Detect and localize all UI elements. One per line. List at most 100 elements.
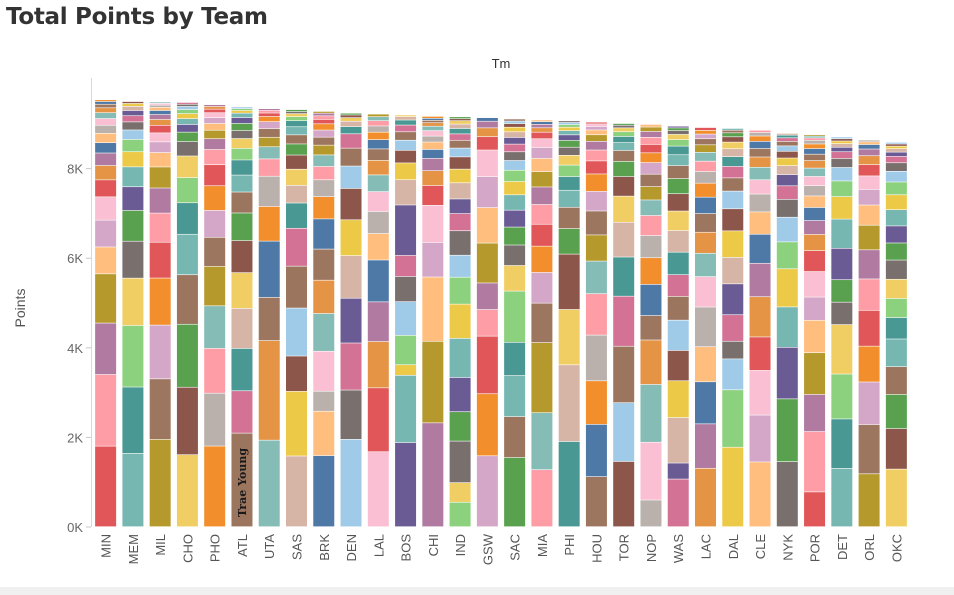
bar-segment-min-17[interactable] (95, 101, 117, 104)
bar-segment-nop-12[interactable] (640, 162, 662, 174)
bar-segment-hou-15[interactable] (585, 126, 607, 130)
bar-segment-mia-3[interactable] (531, 303, 553, 343)
bar-segment-dal-15[interactable] (722, 137, 744, 142)
bar-segment-was-0[interactable] (667, 479, 689, 527)
bar-segment-sas-1[interactable] (286, 391, 307, 456)
bar-segment-mem-2[interactable] (122, 325, 144, 387)
bar-segment-nyk-1[interactable] (776, 399, 798, 462)
bar-segment-nyk-10[interactable] (776, 165, 798, 175)
bar-segment-tor-14[interactable] (613, 125, 635, 128)
bar-segment-nop-0[interactable] (640, 500, 662, 527)
bar-segment-was-4[interactable] (667, 350, 689, 381)
bar-segment-lal-14[interactable] (367, 121, 389, 126)
bar-segment-lac-4[interactable] (695, 307, 716, 347)
bar-segment-tor-10[interactable] (613, 142, 635, 151)
bar-segment-uta-12[interactable] (258, 113, 280, 117)
bar-segment-bos-15[interactable] (395, 116, 417, 120)
bar-segment-atl-11[interactable] (231, 138, 253, 149)
bar-segment-det-8[interactable] (831, 196, 853, 219)
bar-segment-pho-6[interactable] (204, 210, 226, 237)
bar-segment-okc-21[interactable] (885, 142, 907, 144)
bar-segment-orl-5[interactable] (858, 279, 880, 311)
bar-segment-lac-0[interactable] (695, 468, 716, 527)
bar-segment-tor-15[interactable] (613, 123, 635, 125)
bar-segment-por-21[interactable] (804, 136, 826, 138)
bar-segment-okc-10[interactable] (885, 226, 907, 243)
bar-segment-cle-8[interactable] (749, 194, 771, 212)
bar-segment-det-0[interactable] (831, 468, 853, 527)
bar-segment-por-10[interactable] (804, 207, 826, 221)
bar-segment-lal-4[interactable] (367, 260, 389, 302)
bar-segment-ind-4[interactable] (449, 377, 471, 412)
bar-segment-mia-5[interactable] (531, 246, 553, 273)
bar-segment-cho-14[interactable] (176, 106, 198, 110)
bar-segment-por-6[interactable] (804, 271, 826, 297)
bar-segment-dal-5[interactable] (722, 284, 744, 315)
bar-segment-hou-10[interactable] (585, 161, 607, 174)
bar-segment-nop-5[interactable] (640, 284, 662, 316)
bar-segment-ind-17[interactable] (449, 134, 471, 140)
bar-segment-sas-6[interactable] (286, 203, 307, 228)
bar-segment-sas-14[interactable] (286, 116, 307, 121)
bar-segment-lac-8[interactable] (695, 213, 716, 232)
bar-segment-atl-15[interactable] (231, 113, 253, 118)
bar-segment-nop-13[interactable] (640, 153, 662, 163)
bar-segment-mil-4[interactable] (149, 242, 171, 278)
bar-segment-brk-6[interactable] (313, 249, 335, 280)
bar-segment-nyk-15[interactable] (776, 138, 798, 142)
bar-segment-orl-16[interactable] (858, 140, 880, 142)
bar-segment-cho-10[interactable] (176, 124, 198, 132)
bar-segment-tor-7[interactable] (613, 176, 635, 196)
bar-segment-uta-9[interactable] (258, 128, 280, 137)
bar-segment-mia-16[interactable] (531, 121, 553, 124)
bar-segment-nop-17[interactable] (640, 127, 662, 132)
bar-segment-was-10[interactable] (667, 211, 689, 231)
bar-segment-por-12[interactable] (804, 186, 826, 196)
bar-segment-chi-1[interactable] (422, 341, 444, 423)
bar-segment-sas-9[interactable] (286, 155, 307, 169)
bar-segment-lac-7[interactable] (695, 232, 716, 253)
bar-segment-lac-3[interactable] (695, 347, 716, 382)
bar-segment-mia-6[interactable] (531, 224, 553, 246)
bar-segment-den-4[interactable] (340, 255, 362, 298)
bar-segment-cle-9[interactable] (749, 180, 771, 194)
bar-segment-bos-9[interactable] (395, 163, 417, 180)
bar-segment-cle-7[interactable] (749, 212, 771, 234)
bar-segment-bos-13[interactable] (395, 125, 417, 132)
bar-segment-chi-6[interactable] (422, 171, 444, 186)
bar-segment-phi-11[interactable] (558, 140, 580, 147)
bar-segment-hou-13[interactable] (585, 135, 607, 142)
bar-segment-mem-12[interactable] (122, 116, 144, 122)
bar-segment-brk-14[interactable] (313, 130, 335, 137)
bar-segment-phi-6[interactable] (558, 190, 580, 207)
bar-segment-cho-15[interactable] (176, 104, 198, 107)
bar-segment-phi-16[interactable] (558, 122, 580, 125)
bar-segment-det-12[interactable] (831, 152, 853, 159)
bar-segment-ind-0[interactable] (449, 502, 471, 527)
bar-segment-por-20[interactable] (804, 138, 826, 140)
bar-segment-mil-13[interactable] (149, 114, 171, 120)
bar-segment-phi-0[interactable] (558, 441, 580, 527)
bar-segment-phi-10[interactable] (558, 147, 580, 156)
bar-segment-tor-1[interactable] (613, 403, 635, 462)
bar-segment-sac-18[interactable] (504, 123, 526, 127)
bar-segment-ind-22[interactable] (449, 117, 471, 119)
bar-segment-ind-1[interactable] (449, 482, 471, 502)
bar-segment-mia-1[interactable] (531, 413, 553, 470)
bar-segment-okc-6[interactable] (885, 298, 907, 318)
bar-segment-sac-13[interactable] (504, 152, 526, 161)
bar-segment-det-16[interactable] (831, 139, 853, 141)
bar-segment-nyk-12[interactable] (776, 151, 798, 158)
bar-segment-tor-12[interactable] (613, 132, 635, 137)
bar-segment-mil-16[interactable] (149, 105, 171, 108)
bar-segment-det-9[interactable] (831, 181, 853, 197)
bar-segment-pho-4[interactable] (204, 266, 226, 306)
bar-segment-atl-4[interactable] (231, 273, 253, 309)
bar-segment-mia-2[interactable] (531, 342, 553, 413)
bar-segment-nop-8[interactable] (640, 215, 662, 236)
bar-segment-sas-4[interactable] (286, 266, 307, 308)
bar-segment-atl-14[interactable] (231, 117, 253, 124)
bar-segment-sac-4[interactable] (504, 291, 526, 343)
bar-segment-min-13[interactable] (95, 118, 117, 125)
bar-segment-chi-10[interactable] (422, 136, 444, 142)
